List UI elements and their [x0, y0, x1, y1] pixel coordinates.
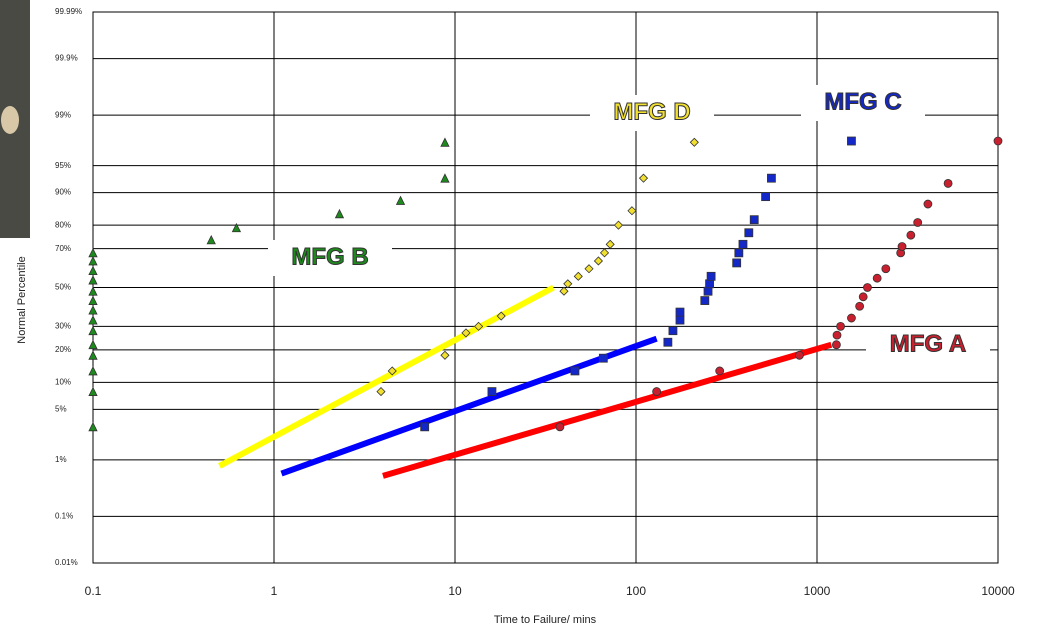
data-point — [767, 174, 775, 182]
data-point — [676, 308, 684, 316]
data-point — [863, 284, 871, 292]
y-tick-label: 1% — [55, 455, 67, 464]
data-point — [924, 200, 932, 208]
data-point — [599, 354, 607, 362]
y-tick-label: 50% — [55, 283, 71, 292]
data-point — [745, 229, 753, 237]
y-axis-label: Normal Percentile — [16, 256, 28, 343]
y-tick-label: 99.99% — [55, 7, 82, 16]
data-point — [847, 314, 855, 322]
y-tick-label: 99% — [55, 110, 71, 119]
chart: Normal Percentile Time to Failure/ mins … — [0, 0, 1037, 632]
y-tick-label: 30% — [55, 321, 71, 330]
data-point — [739, 240, 747, 248]
data-point — [488, 388, 496, 396]
data-point — [701, 297, 709, 305]
series-label: MFG D — [613, 98, 690, 125]
data-point — [421, 423, 429, 431]
x-tick-label: 10000 — [981, 584, 1015, 598]
data-point — [795, 351, 803, 359]
data-point — [706, 280, 714, 288]
data-point — [735, 249, 743, 257]
data-point — [944, 179, 952, 187]
data-point — [914, 218, 922, 226]
x-tick-label: 1 — [271, 584, 278, 598]
data-point — [716, 367, 724, 375]
x-tick-label: 1000 — [804, 584, 831, 598]
data-point — [676, 316, 684, 324]
data-point — [704, 287, 712, 295]
data-point — [898, 243, 906, 251]
series-label: MFG A — [890, 330, 966, 357]
series-label: MFG B — [291, 243, 368, 270]
data-point — [762, 193, 770, 201]
data-point — [733, 259, 741, 267]
x-tick-label: 0.1 — [85, 584, 102, 598]
photo-detail — [1, 106, 19, 134]
y-tick-label: 90% — [55, 188, 71, 197]
data-point — [859, 293, 867, 301]
data-point — [832, 341, 840, 349]
data-point — [669, 327, 677, 335]
y-tick-label: 10% — [55, 378, 71, 387]
y-tick-label: 0.1% — [55, 512, 73, 521]
data-point — [856, 302, 864, 310]
data-point — [664, 338, 672, 346]
data-point — [873, 274, 881, 282]
data-point — [571, 367, 579, 375]
x-tick-label: 10 — [448, 584, 462, 598]
data-point — [653, 388, 661, 396]
data-point — [707, 272, 715, 280]
y-tick-label: 5% — [55, 404, 67, 413]
data-point — [907, 231, 915, 239]
data-point — [882, 265, 890, 273]
data-point — [750, 216, 758, 224]
y-tick-label: 70% — [55, 244, 71, 253]
y-tick-label: 95% — [55, 161, 71, 170]
data-point — [847, 137, 855, 145]
data-point — [994, 137, 1002, 145]
y-tick-label: 20% — [55, 345, 71, 354]
y-tick-label: 80% — [55, 220, 71, 229]
data-point — [833, 331, 841, 339]
series-label: MFG C — [824, 88, 901, 115]
y-tick-label: 99.9% — [55, 54, 78, 63]
data-point — [837, 322, 845, 330]
data-point — [556, 423, 564, 431]
x-tick-label: 100 — [626, 584, 646, 598]
y-tick-label: 0.01% — [55, 558, 78, 567]
x-axis-label: Time to Failure/ mins — [494, 614, 597, 626]
